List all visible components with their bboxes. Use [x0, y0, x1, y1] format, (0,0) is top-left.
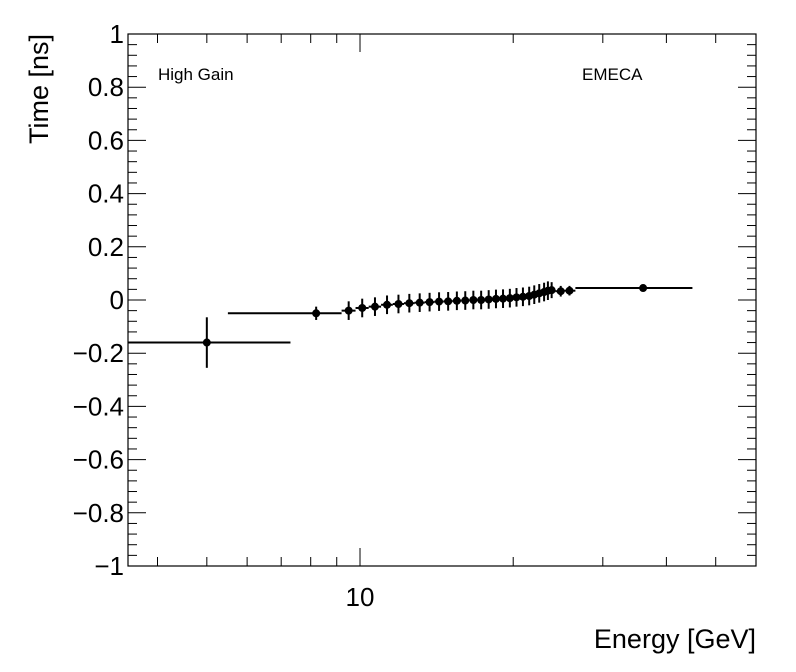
- y-tick-label: 0.8: [88, 72, 124, 102]
- marker: [415, 298, 424, 307]
- marker: [484, 295, 493, 304]
- data-point: [499, 289, 508, 308]
- data-point: [518, 287, 527, 307]
- y-tick-label: 0.6: [88, 125, 124, 155]
- data-point: [434, 292, 444, 311]
- marker: [461, 296, 470, 305]
- data-point: [512, 288, 521, 307]
- data-point: [368, 297, 382, 316]
- marker: [358, 303, 367, 312]
- data-point: [403, 293, 415, 313]
- y-tick-label: −0.2: [73, 338, 124, 368]
- marker: [344, 306, 353, 315]
- marker: [639, 284, 648, 293]
- marker: [556, 287, 565, 296]
- y-tick-label: 1: [110, 19, 124, 49]
- y-tick-label: −0.4: [73, 391, 124, 421]
- data-point: [392, 294, 404, 314]
- x-axis-tick-labels: 10: [346, 582, 375, 612]
- marker: [547, 286, 556, 295]
- data-point: [341, 301, 356, 320]
- data-point: [461, 291, 470, 310]
- annotation-emeca: EMECA: [582, 65, 643, 84]
- y-tick-label: −0.8: [73, 498, 124, 528]
- data-point: [505, 288, 514, 308]
- marker: [477, 296, 486, 304]
- marker: [394, 299, 403, 308]
- y-tick-label: 0.4: [88, 179, 124, 209]
- data-point: [469, 290, 478, 310]
- x-axis-title: Energy [GeV]: [594, 624, 756, 654]
- annotation-high-gain: High Gain: [158, 65, 234, 84]
- marker: [452, 296, 461, 305]
- y-tick-label: −1: [94, 551, 124, 581]
- x-tick-label: 10: [346, 582, 375, 612]
- x-axis-ticks: [157, 34, 717, 566]
- marker: [370, 302, 379, 311]
- marker: [469, 296, 478, 304]
- marker: [565, 286, 574, 295]
- data-point: [564, 285, 576, 296]
- marker: [312, 309, 321, 318]
- data-point: [547, 282, 556, 299]
- data-point: [484, 290, 493, 309]
- data-point: [555, 285, 565, 297]
- data-point: [414, 293, 425, 312]
- marker: [425, 298, 434, 307]
- y-axis-tick-labels: 1 0.8 0.6 0.4 0.2 0 −0.2 −0.4 −0.6 −0.8 −1: [73, 19, 124, 581]
- data-point: [381, 295, 393, 315]
- y-axis-ticks: [128, 33, 756, 567]
- marker: [444, 297, 453, 306]
- data-points: [128, 281, 693, 368]
- data-point: [227, 306, 342, 320]
- data-point: [452, 291, 462, 311]
- data-point: [128, 317, 291, 368]
- y-tick-label: 0.2: [88, 232, 124, 262]
- y-tick-label: −0.6: [73, 445, 124, 475]
- marker: [512, 293, 521, 302]
- marker: [383, 300, 392, 309]
- y-tick-label: 0: [110, 285, 124, 315]
- marker: [518, 292, 527, 301]
- y-axis-title: Time [ns]: [24, 34, 54, 144]
- marker: [491, 294, 500, 303]
- data-point: [491, 289, 500, 309]
- data-point: [477, 290, 486, 310]
- data-point: [443, 292, 453, 311]
- marker: [405, 299, 414, 308]
- marker: [499, 294, 508, 303]
- marker: [505, 294, 514, 303]
- data-point: [575, 284, 693, 293]
- data-point: [424, 292, 435, 312]
- marker: [202, 338, 211, 347]
- data-point: [355, 298, 369, 318]
- marker: [435, 297, 444, 306]
